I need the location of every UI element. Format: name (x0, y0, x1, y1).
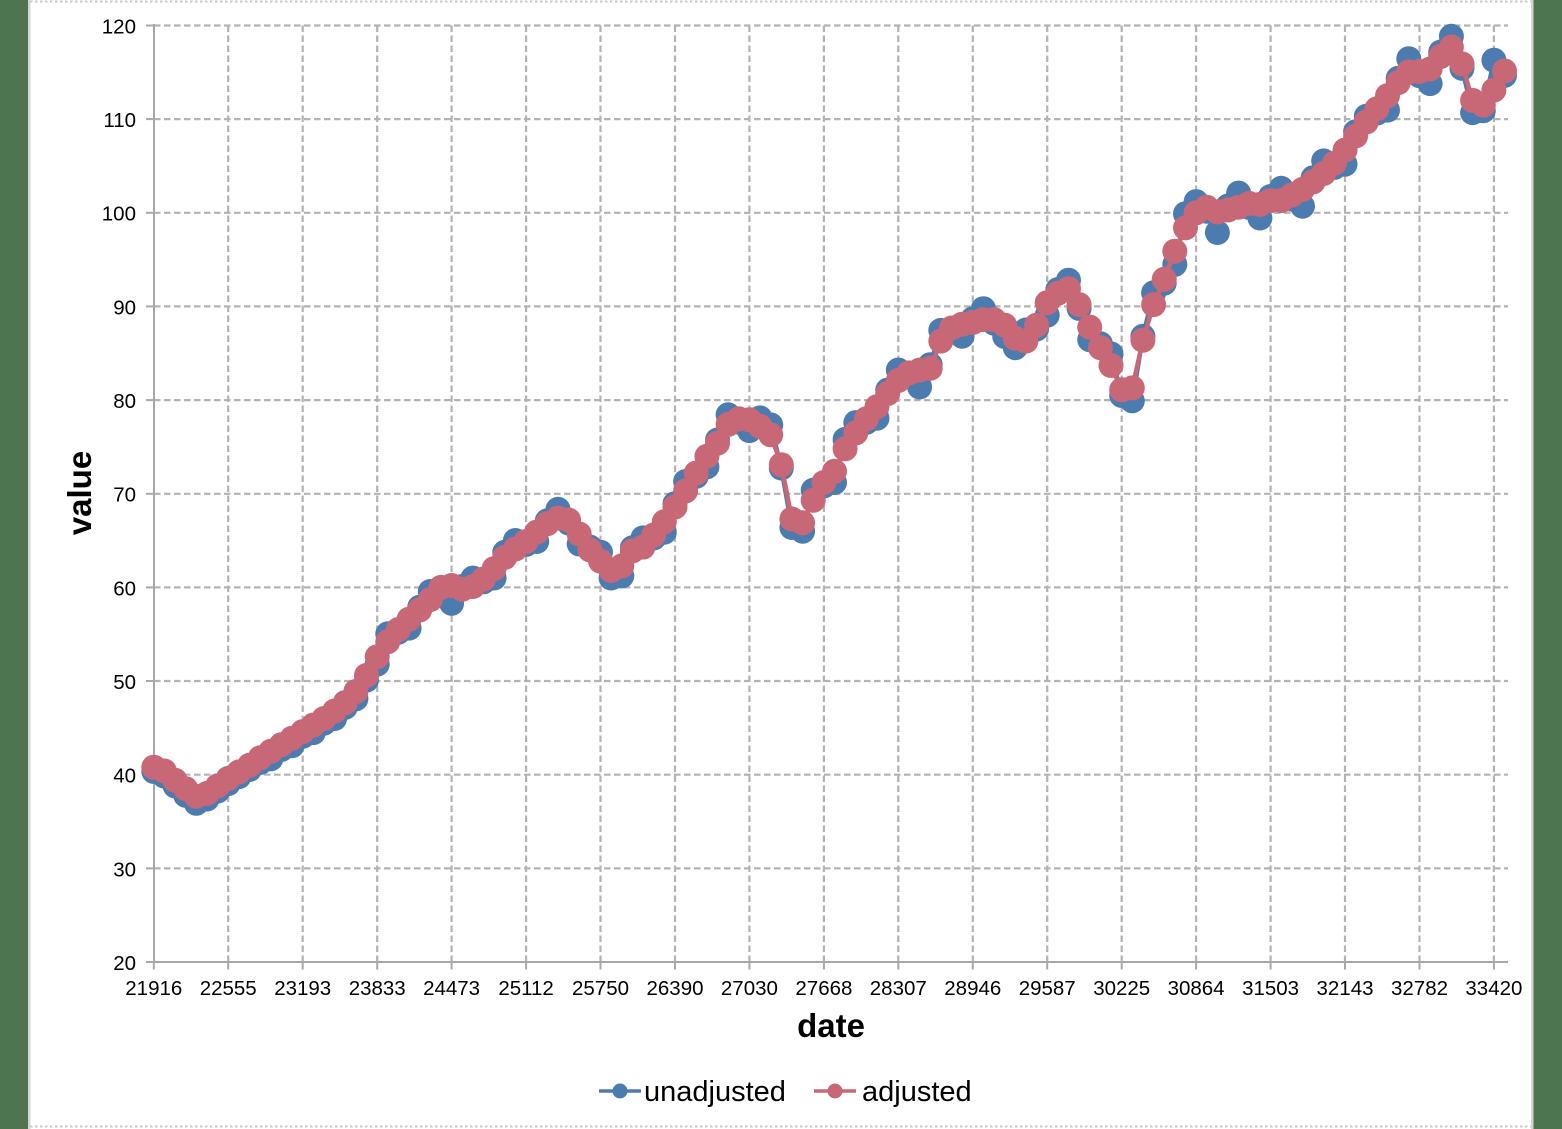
svg-text:90: 90 (113, 296, 136, 319)
svg-text:50: 50 (113, 671, 136, 694)
svg-text:80: 80 (113, 390, 136, 413)
svg-text:20: 20 (113, 952, 136, 975)
svg-text:date: date (797, 1007, 865, 1044)
svg-text:33420: 33420 (1465, 977, 1522, 1000)
svg-text:28946: 28946 (944, 977, 1001, 1000)
svg-text:32143: 32143 (1316, 977, 1373, 1000)
svg-text:25750: 25750 (572, 977, 629, 1000)
svg-text:unadjusted: unadjusted (644, 1076, 786, 1108)
svg-text:70: 70 (113, 484, 136, 507)
svg-text:25112: 25112 (498, 977, 553, 1000)
svg-text:32782: 32782 (1391, 977, 1448, 1000)
svg-text:27030: 27030 (721, 977, 778, 1000)
svg-text:120: 120 (102, 15, 136, 38)
svg-text:27668: 27668 (795, 977, 852, 1000)
svg-text:23833: 23833 (349, 977, 406, 1000)
svg-text:30864: 30864 (1168, 977, 1225, 1000)
svg-text:value: value (61, 451, 98, 535)
svg-text:30: 30 (113, 858, 136, 881)
svg-text:100: 100 (102, 203, 136, 226)
svg-text:26390: 26390 (646, 977, 703, 1000)
svg-text:40: 40 (113, 765, 136, 788)
svg-text:23193: 23193 (274, 977, 331, 1000)
svg-text:30225: 30225 (1093, 977, 1150, 1000)
svg-text:28307: 28307 (870, 977, 927, 1000)
svg-text:31503: 31503 (1242, 977, 1299, 1000)
svg-text:24473: 24473 (423, 977, 480, 1000)
svg-text:21916: 21916 (125, 977, 182, 1000)
svg-text:60: 60 (113, 577, 136, 600)
svg-text:29587: 29587 (1019, 977, 1076, 1000)
svg-text:adjusted: adjusted (862, 1076, 972, 1108)
svg-text:110: 110 (103, 109, 136, 132)
svg-text:22555: 22555 (200, 977, 257, 1000)
